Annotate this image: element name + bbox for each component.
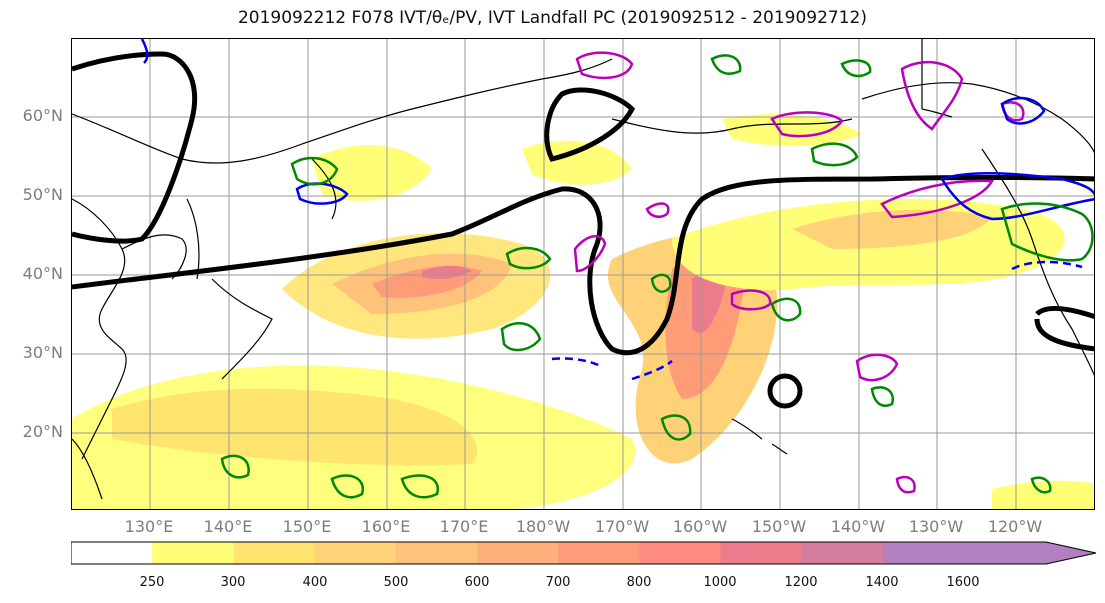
colorbar-label-1200: 1200	[784, 575, 818, 590]
lon-label-150w: 150°W	[751, 517, 807, 536]
lon-label-150e: 150°E	[282, 517, 332, 536]
lon-label-130w: 130°W	[908, 517, 964, 536]
lat-label-20n: 20°N	[22, 422, 63, 441]
colorbar-segment	[801, 542, 884, 564]
colorbar-label-500: 500	[383, 575, 409, 590]
colorbar-label-400: 400	[302, 575, 328, 590]
lat-label-30n: 30°N	[22, 343, 63, 362]
colorbar-label-1400: 1400	[865, 575, 899, 590]
lon-label-140e: 140°E	[203, 517, 253, 536]
colorbar-label-1000: 1000	[703, 575, 737, 590]
lon-label-170e: 170°E	[439, 517, 489, 536]
colorbar-segment	[558, 542, 640, 564]
theta-e-contours	[72, 51, 1094, 409]
colorbar-label-300: 300	[220, 575, 246, 590]
lon-label-160w: 160°W	[672, 517, 728, 536]
lon-label-180w: 180°W	[515, 517, 571, 536]
lon-label-170w: 170°W	[594, 517, 650, 536]
graticule	[72, 39, 1094, 509]
lon-label-120w: 120°W	[987, 517, 1043, 536]
colorbar-label-600: 600	[464, 575, 490, 590]
lat-label-60n: 60°N	[22, 106, 63, 125]
pv-positive-contours	[573, 51, 1025, 494]
colorbar-label-800: 800	[626, 575, 652, 590]
colorbar-label-1600: 1600	[946, 575, 980, 590]
map-canvas	[72, 39, 1094, 509]
colorbar-segment	[395, 542, 478, 564]
lon-label-130e: 130°E	[124, 517, 174, 536]
colorbar-segment	[720, 542, 803, 564]
colorbar	[71, 541, 1097, 565]
colorbar-segment	[883, 542, 1096, 564]
colorbar-segment	[639, 542, 722, 564]
figure-title: 2019092212 F078 IVT/θₑ/PV, IVT Landfall …	[237, 8, 868, 28]
colorbar-segment	[477, 542, 559, 564]
lon-label-140w: 140°W	[830, 517, 886, 536]
colorbar-segment	[152, 542, 234, 564]
ivt-shading	[72, 114, 1094, 509]
lon-label-160e: 160°E	[361, 517, 411, 536]
lat-label-40n: 40°N	[22, 264, 63, 283]
colorbar-segment	[233, 542, 316, 564]
landfall-contours	[220, 54, 1094, 499]
colorbar-label-250: 250	[139, 575, 165, 590]
map-panel	[71, 38, 1095, 510]
colorbar-label-700: 700	[545, 575, 571, 590]
colorbar-segment	[314, 542, 397, 564]
lat-label-50n: 50°N	[22, 185, 63, 204]
colorbar-segment	[71, 542, 153, 564]
